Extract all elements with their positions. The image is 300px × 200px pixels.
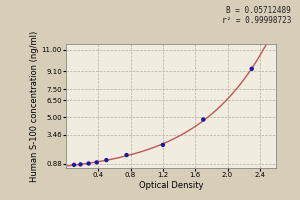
Point [124,153,129,157]
Y-axis label: Human S-100 concentration (ng/ml): Human S-100 concentration (ng/ml) [30,30,39,182]
Point [201,118,206,121]
Text: B = 0.05712489
r² = 0.99998723: B = 0.05712489 r² = 0.99998723 [222,6,291,25]
Point [94,161,99,164]
Point [160,143,165,146]
Point [78,163,83,166]
Point [72,163,76,166]
Point [86,162,91,165]
Point [104,159,109,162]
X-axis label: Optical Density: Optical Density [139,181,203,190]
Point [249,67,254,70]
